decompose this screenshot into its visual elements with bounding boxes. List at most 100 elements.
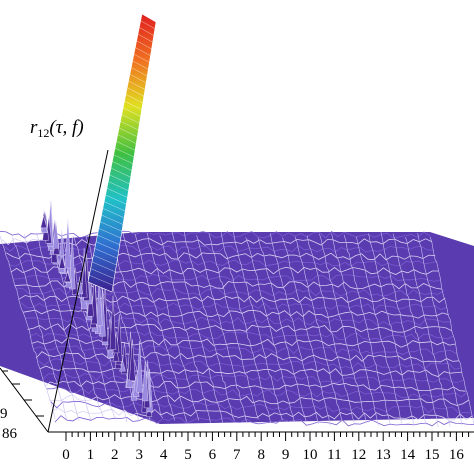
peak-mesh-line	[122, 107, 141, 117]
peak-mesh-line	[113, 154, 134, 164]
surface-mesh-row	[1, 238, 432, 246]
surface-mesh-col	[24, 234, 80, 421]
surface-mesh-row	[42, 372, 464, 384]
x-tick-label: 16	[449, 447, 465, 463]
zlabel-symbol: r	[30, 117, 38, 138]
peak-mesh-line	[93, 254, 117, 266]
x-tick-marks	[65, 432, 470, 441]
peak-mesh-line	[139, 27, 154, 36]
peak-mesh-line	[96, 241, 119, 252]
surface-mesh-col	[48, 236, 104, 417]
x-tick-label: 12	[351, 447, 366, 463]
peak-mesh-line	[125, 94, 143, 104]
x-tick-label: 0	[62, 447, 70, 463]
peak-layer	[87, 13, 157, 293]
peak-mesh-line	[105, 194, 127, 205]
surface-mesh-row	[44, 380, 466, 392]
ridge-spike	[64, 271, 71, 283]
x-tick-label: 13	[376, 447, 391, 463]
peak-mesh-line	[91, 261, 116, 272]
surface-mesh-row	[50, 400, 471, 414]
peak-mesh-line	[137, 33, 153, 43]
peak-mesh-line	[120, 120, 139, 131]
surface-mesh-col	[0, 235, 56, 419]
peak-mesh-line	[102, 208, 125, 218]
zlabel-subscript: 12	[37, 126, 49, 140]
x-tick-label: 8	[257, 447, 265, 463]
peak-mesh-line	[135, 47, 151, 56]
peak-mesh-line	[109, 174, 130, 185]
ridge-spike	[96, 278, 103, 326]
peak-mesh-line	[121, 114, 140, 124]
peak-mesh-line	[104, 201, 126, 212]
peak-mesh-line	[87, 281, 113, 293]
peak-mesh-line	[124, 100, 142, 110]
peak-mesh-line	[110, 167, 131, 178]
ridge-spike	[58, 255, 66, 269]
ridge-spike	[52, 220, 60, 249]
surface-layer	[0, 200, 474, 428]
y-tick-label: 9	[0, 406, 8, 422]
x-tick-label: 10	[303, 447, 318, 463]
y-tick-label: 86	[2, 426, 18, 442]
surface-mesh-col	[184, 231, 235, 421]
ridge-spike	[80, 260, 88, 298]
surface-mesh-row	[33, 345, 458, 355]
surface-mesh-col	[306, 235, 355, 423]
x-tick-label: 7	[233, 447, 241, 463]
surface-mesh-col	[405, 237, 451, 427]
peak-mesh-line	[133, 53, 150, 63]
surface-mesh-col	[208, 233, 259, 420]
ridge-spike	[109, 295, 117, 350]
ridge-spike	[64, 218, 72, 269]
surface-mesh-row	[46, 386, 468, 399]
peak-mesh-line	[108, 181, 129, 191]
peak-mesh-line	[114, 147, 135, 158]
peak-mesh-line	[100, 221, 123, 232]
surface-mesh-row	[48, 394, 470, 406]
peak-mesh-line	[129, 74, 147, 83]
peak-mesh-line	[90, 268, 115, 279]
peak-mesh-line	[140, 20, 156, 29]
x-tick-label: 2	[111, 447, 119, 463]
surface-mesh-col	[122, 232, 175, 421]
surface-mesh-row	[0, 230, 431, 239]
surface-mesh-col	[36, 234, 92, 420]
peak-mesh-line	[127, 87, 145, 97]
peak-mesh-line	[112, 161, 132, 171]
peak-mesh-line	[101, 214, 124, 225]
surface-mesh-col	[147, 233, 199, 421]
surface-mesh-row	[52, 408, 473, 421]
peak-mesh-line	[117, 134, 137, 144]
surface-mesh-col	[110, 234, 163, 419]
surface-mesh-col	[159, 235, 211, 424]
surface-mesh-col	[356, 236, 403, 424]
peak-mesh-line	[118, 127, 138, 137]
peak-mesh-line	[97, 234, 120, 245]
peak-mesh-line	[116, 141, 136, 151]
surface-mesh-col	[343, 234, 391, 424]
surface-mesh-col	[233, 231, 283, 421]
surface-mesh-row	[40, 365, 463, 377]
surface-mesh-col	[134, 234, 187, 422]
surface-mesh-row	[35, 351, 459, 363]
surface-mesh-col	[331, 233, 379, 426]
surface-mesh-col	[257, 237, 307, 423]
x-tick-label: 4	[160, 447, 168, 463]
surface-mesh-col	[429, 236, 474, 425]
surface-mesh-col	[245, 237, 295, 422]
surface-mesh-row	[3, 244, 434, 253]
surface-mesh-col	[220, 232, 271, 423]
x-tick-label: 11	[327, 447, 341, 463]
x-tick-label: 15	[425, 447, 440, 463]
surface-mesh-col	[380, 232, 427, 426]
peak-mesh-line	[89, 275, 114, 286]
x-tick-label: 1	[87, 447, 95, 463]
surface-mesh-col	[171, 231, 223, 423]
peak-mesh-line	[98, 228, 121, 239]
peak-mesh-line	[106, 187, 128, 198]
surface-mesh-row	[37, 358, 461, 370]
ridge-spike	[112, 345, 120, 362]
surface-mesh-col	[417, 232, 463, 426]
